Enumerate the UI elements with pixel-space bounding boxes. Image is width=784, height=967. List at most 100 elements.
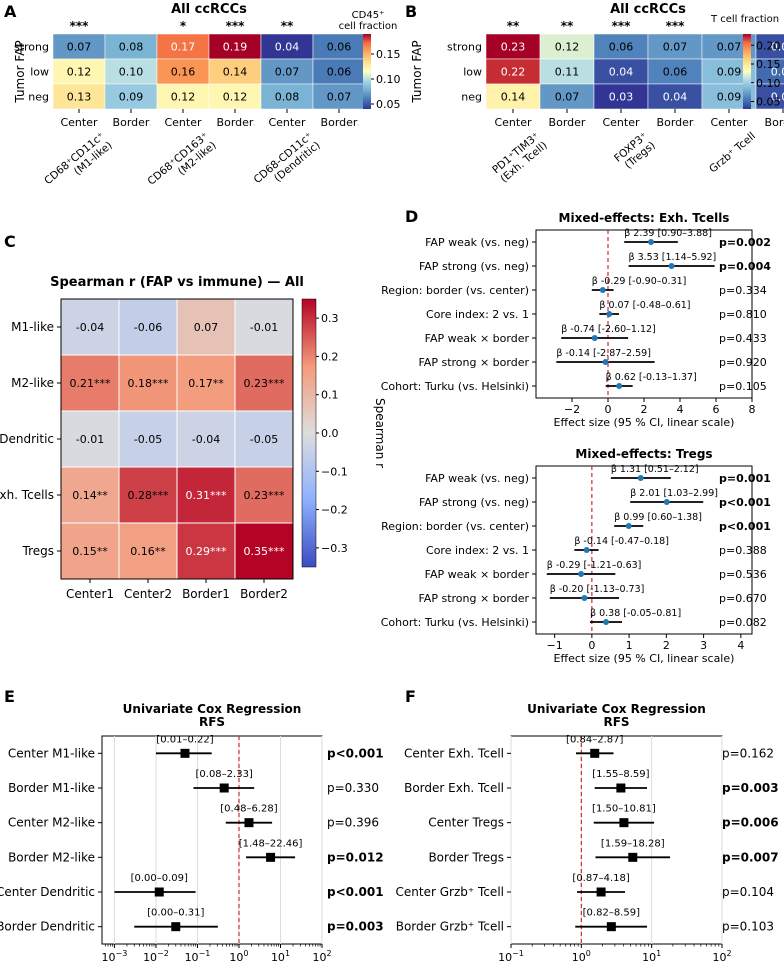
estimate-marker <box>581 595 588 601</box>
x-tick-exponent: 2 <box>726 949 731 958</box>
y-axis-label: Tumor FAP <box>13 40 27 103</box>
heatmap-cell-value: 0.07 <box>275 66 300 79</box>
heatmap-cell <box>118 522 178 580</box>
heatmap-cell-value: -0.04 <box>192 433 220 446</box>
estimate-marker <box>668 263 675 269</box>
x-tick-base: 10 <box>143 951 157 964</box>
estimate-marker <box>596 887 606 897</box>
x-tick-base: 10 <box>312 951 326 964</box>
heatmap-cell-value: 0.08 <box>119 41 144 54</box>
colorbar <box>301 298 317 568</box>
heatmap-cell-value: 0.06 <box>609 41 634 54</box>
ci-label: β -0.14 [-2.87–2.59] <box>556 348 651 359</box>
colorbar-tick-label: 0.10 <box>756 77 781 90</box>
heatmap-cell-value: 0.12 <box>223 91 248 104</box>
p-value: p=0.920 <box>719 356 767 369</box>
row-label: FAP weak × border <box>425 568 530 581</box>
heatmap-cell <box>176 410 236 468</box>
p-value: p<0.001 <box>327 746 384 760</box>
heatmap-cell-value: 0.35*** <box>244 545 285 558</box>
column-label: Center <box>494 116 532 129</box>
panel-letter-a: A <box>4 2 17 21</box>
row-label: Border Grzb⁺ Tcell <box>396 920 504 934</box>
row-label: FAP weak (vs. neg) <box>425 236 529 249</box>
p-value: p=0.004 <box>719 260 771 273</box>
heatmap-cell <box>312 58 366 85</box>
heatmap-cell-value: 0.07 <box>717 41 742 54</box>
heatmap-cell-value: 0.07 <box>555 91 580 104</box>
x-tick-base: 10 <box>642 951 656 964</box>
heatmap-cell-value: 0.11 <box>555 66 580 79</box>
heatmap-cell-value: 0.07 <box>663 41 688 54</box>
group-label: CD68-CD11c⁺(Dendritic) <box>252 130 323 195</box>
forest-title: Univariate Cox Regression <box>123 702 302 716</box>
x-tick-label: 100 <box>229 949 248 964</box>
forest-title: RFS <box>603 715 629 729</box>
heatmap-cell-value: 0.31*** <box>186 489 227 502</box>
panel-letter-c: C <box>4 232 16 251</box>
estimate-marker <box>625 523 632 529</box>
estimate-marker <box>606 922 616 932</box>
heatmap-cell-value: 0.06 <box>663 66 688 79</box>
heatmap-cell <box>52 33 106 60</box>
heatmap-cell-value: 0.12 <box>171 91 196 104</box>
heatmap-cell <box>156 33 210 60</box>
heatmap-cell-value: 0.03 <box>609 91 634 104</box>
x-tick-base: 10 <box>572 951 586 964</box>
significance-stars: ** <box>281 19 294 33</box>
colorbar-tick-label: 0.0 <box>321 427 339 440</box>
heatmap-cell <box>755 58 784 85</box>
x-tick-label: 10−3 <box>102 949 128 964</box>
heatmap-cell <box>755 33 784 60</box>
row-label: Center Tregs <box>428 816 504 830</box>
p-value: p=0.536 <box>719 568 767 581</box>
ci-label: β -0.20 [-1.13–0.73] <box>550 584 645 595</box>
ci-label: β 3.53 [1.14–5.92] <box>629 252 717 263</box>
row-label: Tregs <box>22 544 55 558</box>
panel-a-heatmap: All ccRCCs 0.07 0.08 0.17 0.19 0.04 0.06 0.12 0.… <box>13 2 401 195</box>
row-label: FAP weak (vs. neg) <box>425 472 529 485</box>
heatmap-cell <box>60 466 120 524</box>
forest-title: Mixed-effects: Exh. Tcells <box>559 211 730 225</box>
ci-label: β -0.29 [-0.90–0.31] <box>592 276 687 287</box>
heatmap-cell-value: 0.17 <box>171 41 196 54</box>
estimate-marker <box>616 783 626 793</box>
heatmap-cell-value: 0.23*** <box>244 377 285 390</box>
column-label: Border2 <box>240 587 288 601</box>
p-value: p<0.001 <box>327 885 384 899</box>
significance-stars: ** <box>561 19 574 33</box>
panel-c-heatmap: Spearman r (FAP vs immune) — All -0.04 -0.… <box>0 275 387 601</box>
colorbar <box>363 34 371 109</box>
heatmap-cell <box>104 58 158 85</box>
x-tick-label: 102 <box>712 949 731 964</box>
ci-label: [0.00–0.31] <box>147 908 204 919</box>
x-tick-label: 102 <box>312 949 331 964</box>
estimate-marker <box>590 748 600 758</box>
estimate-marker <box>266 852 276 862</box>
column-label: Center <box>164 116 202 129</box>
forest-title: RFS <box>199 715 225 729</box>
heatmap-cell-value: 0.12 <box>67 66 92 79</box>
ci-label: [0.08–2.33] <box>196 769 253 780</box>
column-label: Border1 <box>182 587 230 601</box>
column-label: Center <box>268 116 306 129</box>
estimate-marker <box>628 852 638 862</box>
ci-label: [0.87–4.18] <box>572 873 629 884</box>
heatmap-cell-value: 0.16** <box>130 545 166 558</box>
row-label: low <box>463 66 482 79</box>
row-label: strong <box>14 41 49 54</box>
heatmap-cell <box>647 58 703 85</box>
ci-label: [1.48–22.46] <box>239 838 303 849</box>
column-label: Center <box>60 116 98 129</box>
group-label-line: Grzb⁺ Tcell <box>707 130 758 175</box>
row-label: Center Grzb⁺ Tcell <box>396 885 504 899</box>
heatmap-cell-value: 0.07 <box>194 321 219 334</box>
x-tick-exponent: 0 <box>243 949 248 958</box>
p-value: p=0.006 <box>722 816 779 830</box>
significance-stars: *** <box>226 19 246 33</box>
x-tick-exponent: −1 <box>199 949 211 958</box>
row-label: neg <box>461 91 482 104</box>
x-tick-base: 10 <box>102 951 116 964</box>
x-tick-base: 10 <box>185 951 199 964</box>
